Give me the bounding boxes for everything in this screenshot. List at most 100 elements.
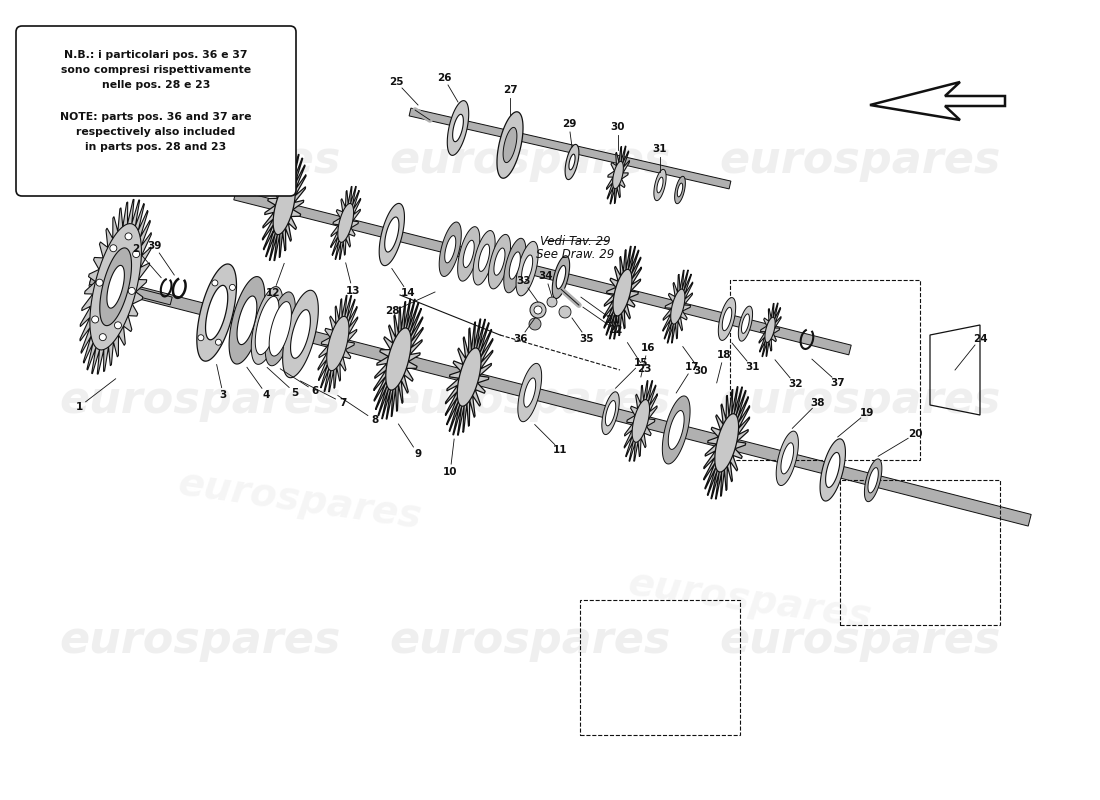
Polygon shape	[759, 303, 781, 357]
Text: eurospares: eurospares	[389, 378, 671, 422]
Text: 27: 27	[503, 85, 517, 95]
Text: Vedi Tav. 29: Vedi Tav. 29	[540, 235, 611, 248]
Text: 30: 30	[693, 366, 707, 376]
Polygon shape	[263, 154, 306, 261]
Polygon shape	[602, 392, 619, 434]
Circle shape	[529, 318, 541, 330]
Text: eurospares: eurospares	[176, 464, 425, 536]
Text: 34: 34	[538, 271, 553, 282]
Text: 17: 17	[685, 362, 700, 372]
Circle shape	[91, 316, 99, 323]
Text: 10: 10	[443, 467, 458, 477]
Polygon shape	[504, 238, 526, 293]
Text: 1: 1	[76, 402, 82, 412]
Text: 14: 14	[402, 288, 416, 298]
Text: 20: 20	[908, 429, 922, 439]
Text: 26: 26	[437, 73, 451, 83]
Polygon shape	[678, 183, 683, 197]
Text: 5: 5	[292, 388, 299, 398]
Polygon shape	[741, 314, 749, 334]
Text: 9: 9	[415, 449, 421, 458]
Polygon shape	[229, 277, 265, 364]
Text: See Draw. 29: See Draw. 29	[536, 248, 614, 261]
Polygon shape	[331, 186, 361, 259]
Text: eurospares: eurospares	[719, 618, 1001, 662]
Polygon shape	[718, 298, 736, 341]
Polygon shape	[632, 399, 650, 442]
Text: eurospares: eurospares	[389, 618, 671, 662]
Polygon shape	[100, 248, 132, 326]
Polygon shape	[463, 240, 474, 267]
Polygon shape	[478, 244, 490, 271]
Polygon shape	[663, 270, 693, 343]
Text: 36: 36	[513, 334, 528, 343]
Polygon shape	[439, 222, 461, 277]
Polygon shape	[569, 154, 575, 170]
Polygon shape	[446, 319, 493, 435]
Text: 38: 38	[811, 398, 825, 408]
Polygon shape	[613, 162, 624, 189]
Circle shape	[534, 306, 542, 314]
Polygon shape	[868, 468, 878, 493]
Circle shape	[559, 306, 571, 318]
Text: eurospares: eurospares	[59, 378, 341, 422]
Text: 11: 11	[553, 446, 568, 455]
Text: 6: 6	[311, 386, 319, 396]
Text: 4: 4	[263, 390, 271, 400]
Polygon shape	[206, 286, 228, 340]
Polygon shape	[379, 203, 405, 266]
Polygon shape	[521, 255, 532, 282]
Text: N.B.: i particolari pos. 36 e 37
sono compresi rispettivamente
nelle pos. 28 e 2: N.B.: i particolari pos. 36 e 37 sono co…	[60, 50, 251, 90]
Polygon shape	[870, 82, 1005, 120]
Polygon shape	[80, 199, 152, 374]
Polygon shape	[653, 170, 667, 201]
Polygon shape	[327, 316, 349, 370]
Text: 13: 13	[345, 286, 360, 296]
Circle shape	[216, 339, 221, 346]
Polygon shape	[473, 230, 495, 285]
Circle shape	[129, 287, 135, 294]
Text: eurospares: eurospares	[389, 138, 671, 182]
Polygon shape	[605, 401, 616, 426]
Polygon shape	[385, 217, 399, 252]
Polygon shape	[781, 442, 793, 474]
Polygon shape	[764, 318, 776, 342]
Polygon shape	[662, 396, 690, 464]
Polygon shape	[458, 226, 480, 281]
Polygon shape	[283, 290, 318, 378]
Text: 18: 18	[716, 350, 730, 360]
Circle shape	[230, 285, 235, 290]
Text: 25: 25	[389, 77, 404, 87]
Polygon shape	[458, 348, 481, 406]
Circle shape	[114, 322, 121, 329]
Polygon shape	[606, 146, 629, 204]
Text: eurospares: eurospares	[719, 378, 1001, 422]
Text: 29: 29	[562, 119, 576, 129]
Polygon shape	[265, 292, 295, 366]
Text: eurospares: eurospares	[719, 138, 1001, 182]
Polygon shape	[518, 363, 541, 422]
FancyBboxPatch shape	[16, 26, 296, 196]
Text: 23: 23	[638, 364, 652, 374]
Text: 22: 22	[608, 325, 623, 334]
Text: 21: 21	[605, 315, 619, 325]
Text: 31: 31	[652, 144, 668, 154]
Circle shape	[96, 279, 103, 286]
Text: eurospares: eurospares	[59, 618, 341, 662]
Polygon shape	[89, 274, 1031, 526]
Polygon shape	[255, 296, 279, 354]
Polygon shape	[674, 176, 685, 204]
Text: 32: 32	[788, 379, 802, 389]
Polygon shape	[448, 101, 469, 155]
Polygon shape	[234, 190, 851, 355]
Polygon shape	[557, 266, 565, 289]
Text: 37: 37	[830, 378, 845, 387]
Polygon shape	[821, 439, 846, 501]
Text: eurospares: eurospares	[59, 138, 341, 182]
Polygon shape	[669, 410, 684, 450]
Polygon shape	[494, 248, 505, 275]
Polygon shape	[497, 112, 522, 178]
Polygon shape	[503, 127, 517, 162]
Polygon shape	[509, 252, 520, 279]
Polygon shape	[565, 145, 579, 179]
